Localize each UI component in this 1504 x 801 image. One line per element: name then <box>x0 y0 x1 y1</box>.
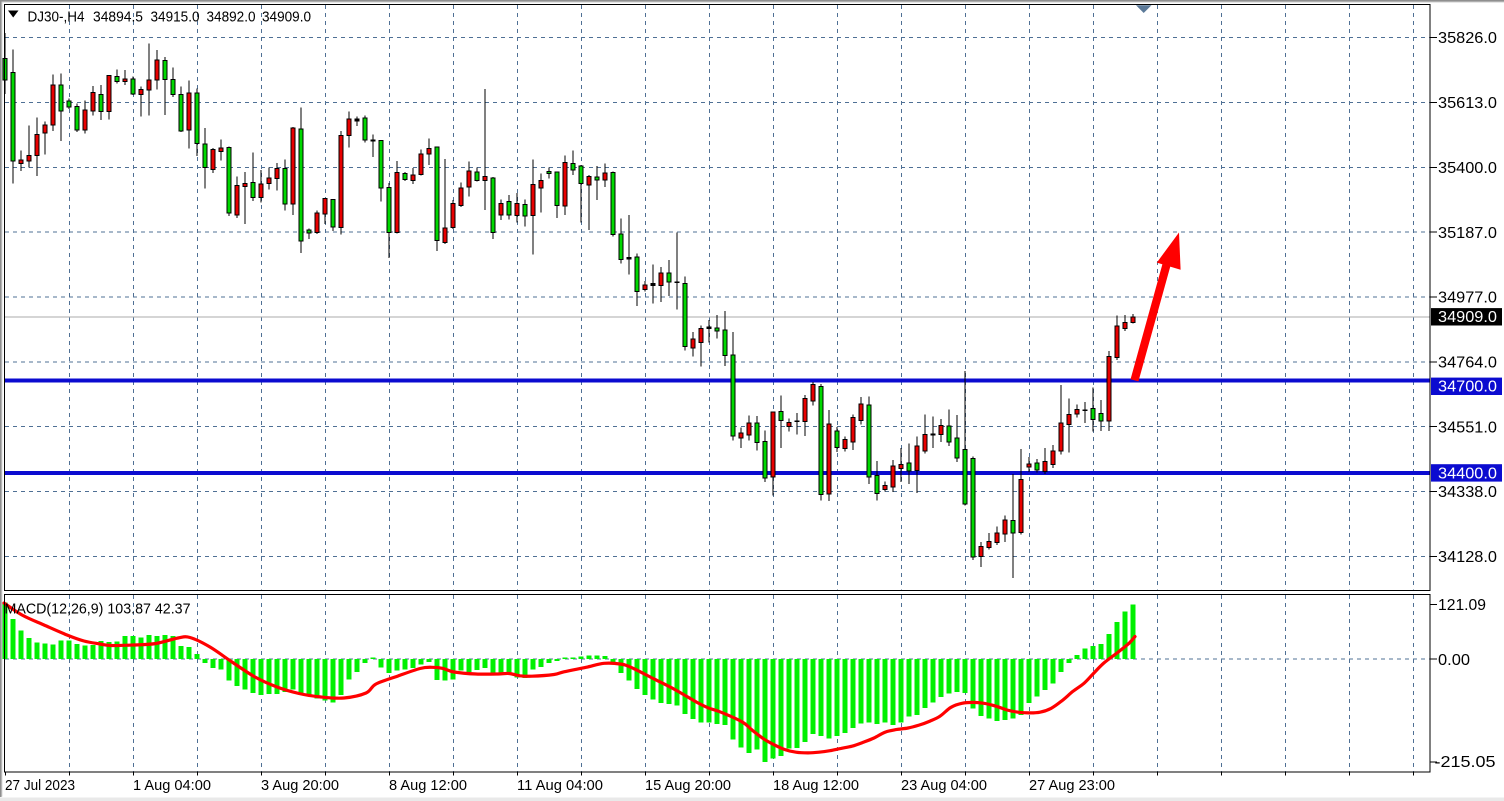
svg-text:34128.0: 34128.0 <box>1438 549 1497 566</box>
svg-text:121.09: 121.09 <box>1438 597 1486 614</box>
svg-text:27 Aug 23:00: 27 Aug 23:00 <box>1029 778 1115 794</box>
svg-text:8 Aug 12:00: 8 Aug 12:00 <box>389 778 467 794</box>
svg-text:35826.0: 35826.0 <box>1438 30 1497 47</box>
svg-text:27 Jul 2023: 27 Jul 2023 <box>5 778 75 794</box>
svg-text:1 Aug 04:00: 1 Aug 04:00 <box>133 778 211 794</box>
svg-text:15 Aug 20:00: 15 Aug 20:00 <box>645 778 731 794</box>
svg-text:MACD(12,26,9) 103.87 42.37: MACD(12,26,9) 103.87 42.37 <box>5 602 191 618</box>
svg-text:34909.0: 34909.0 <box>1438 309 1497 326</box>
svg-text:35187.0: 35187.0 <box>1438 225 1497 242</box>
svg-text:DJ30-,H4: DJ30-,H4 <box>28 10 85 26</box>
svg-text:34909.0: 34909.0 <box>262 10 311 26</box>
svg-text:34915.0: 34915.0 <box>151 10 200 26</box>
svg-text:34892.0: 34892.0 <box>207 10 256 26</box>
svg-text:35400.0: 35400.0 <box>1438 160 1497 177</box>
svg-text:34338.0: 34338.0 <box>1438 484 1497 501</box>
svg-text:34551.0: 34551.0 <box>1438 419 1497 436</box>
svg-text:34977.0: 34977.0 <box>1438 290 1497 307</box>
svg-text:18 Aug 12:00: 18 Aug 12:00 <box>773 778 859 794</box>
svg-text:34764.0: 34764.0 <box>1438 355 1497 372</box>
svg-text:34700.0: 34700.0 <box>1438 379 1497 396</box>
svg-text:-215.05: -215.05 <box>1435 754 1496 771</box>
svg-text:0.00: 0.00 <box>1438 652 1470 669</box>
svg-text:3 Aug 20:00: 3 Aug 20:00 <box>261 778 339 794</box>
svg-text:35613.0: 35613.0 <box>1438 95 1497 112</box>
svg-text:11 Aug 04:00: 11 Aug 04:00 <box>517 778 603 794</box>
svg-text:34400.0: 34400.0 <box>1438 465 1497 482</box>
svg-text:34894.5: 34894.5 <box>93 10 143 26</box>
svg-text:23 Aug 04:00: 23 Aug 04:00 <box>901 778 987 794</box>
